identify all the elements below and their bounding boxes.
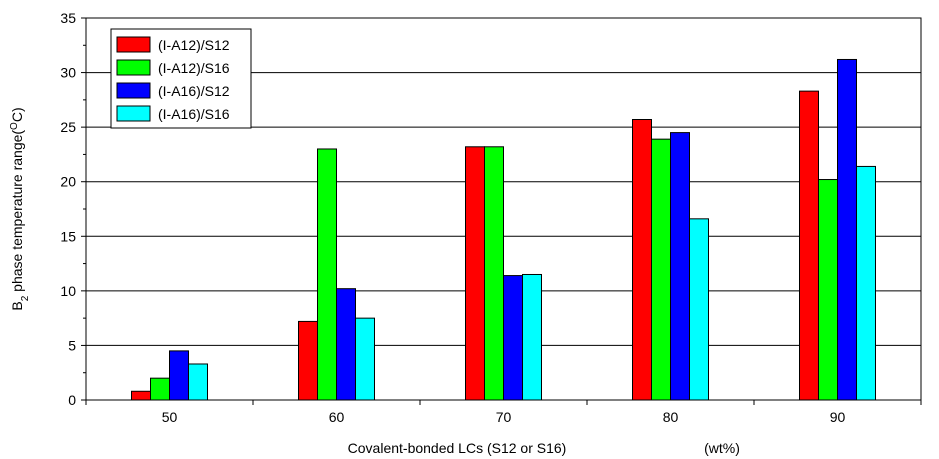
- bar: [150, 377, 170, 401]
- axis-ticks: 0 5 10 15 20 25 30 35 50 60 70 80 90: [60, 10, 922, 425]
- y-tick-label: 15: [60, 228, 76, 244]
- y-tick-label: 30: [60, 65, 76, 81]
- bar: [818, 179, 838, 401]
- x-axis-title: Covalent-bonded LCs (S12 or S16): [348, 440, 567, 456]
- bar: [188, 363, 208, 401]
- x-tick-label: 50: [162, 409, 178, 425]
- y-axis-title-suffix: C): [9, 107, 25, 122]
- y-axis-title-superscript: O: [9, 122, 20, 130]
- bar: [522, 273, 542, 401]
- legend: (I-A12)/S12 (I-A12)/S16 (I-A16)/S12 (I-A…: [110, 28, 252, 129]
- legend-entry: (I-A16)/S16: [116, 105, 230, 122]
- bar: [670, 132, 690, 401]
- y-tick-label: 20: [60, 174, 76, 190]
- bars: [131, 58, 876, 401]
- bar: [336, 288, 356, 401]
- y-axis-title: B2 phase temperature range(OC): [9, 107, 31, 310]
- legend-label: (I-A12)/S12: [158, 37, 230, 53]
- legend-entry: (I-A12)/S16: [116, 59, 230, 76]
- x-axis-unit: (wt%): [704, 440, 740, 456]
- legend-swatch: [116, 105, 151, 122]
- bar: [169, 350, 189, 401]
- bar: [503, 275, 523, 401]
- x-tick-label: 90: [830, 409, 846, 425]
- y-tick-label: 5: [68, 337, 76, 353]
- y-axis-title-subscript: 2: [20, 295, 31, 301]
- bar: [632, 119, 652, 401]
- legend-swatch: [116, 36, 151, 53]
- bar: [298, 320, 318, 401]
- bar: [355, 317, 375, 401]
- legend-swatch: [116, 82, 151, 99]
- bar: [837, 58, 857, 401]
- y-tick-label: 35: [60, 10, 76, 26]
- y-axis-title-prefix: B: [9, 301, 25, 310]
- bar: [465, 146, 485, 401]
- bar: [131, 390, 151, 401]
- bar: [799, 90, 819, 401]
- legend-entry: (I-A12)/S12: [116, 36, 230, 53]
- bar: [856, 165, 876, 401]
- bar: [651, 138, 671, 401]
- bar: [317, 148, 337, 401]
- bar: [689, 218, 709, 401]
- legend-label: (I-A16)/S16: [158, 106, 230, 122]
- bar: [484, 146, 504, 401]
- x-tick-label: 80: [663, 409, 679, 425]
- y-axis-title-middle: phase temperature range(: [9, 130, 25, 296]
- y-tick-label: 0: [68, 392, 76, 408]
- legend-entry: (I-A16)/S12: [116, 82, 230, 99]
- legend-label: (I-A16)/S12: [158, 83, 230, 99]
- x-tick-label: 60: [329, 409, 345, 425]
- x-tick-label: 70: [496, 409, 512, 425]
- y-tick-label: 10: [60, 283, 76, 299]
- legend-swatch: [116, 59, 151, 76]
- y-tick-label: 25: [60, 119, 76, 135]
- legend-label: (I-A12)/S16: [158, 60, 230, 76]
